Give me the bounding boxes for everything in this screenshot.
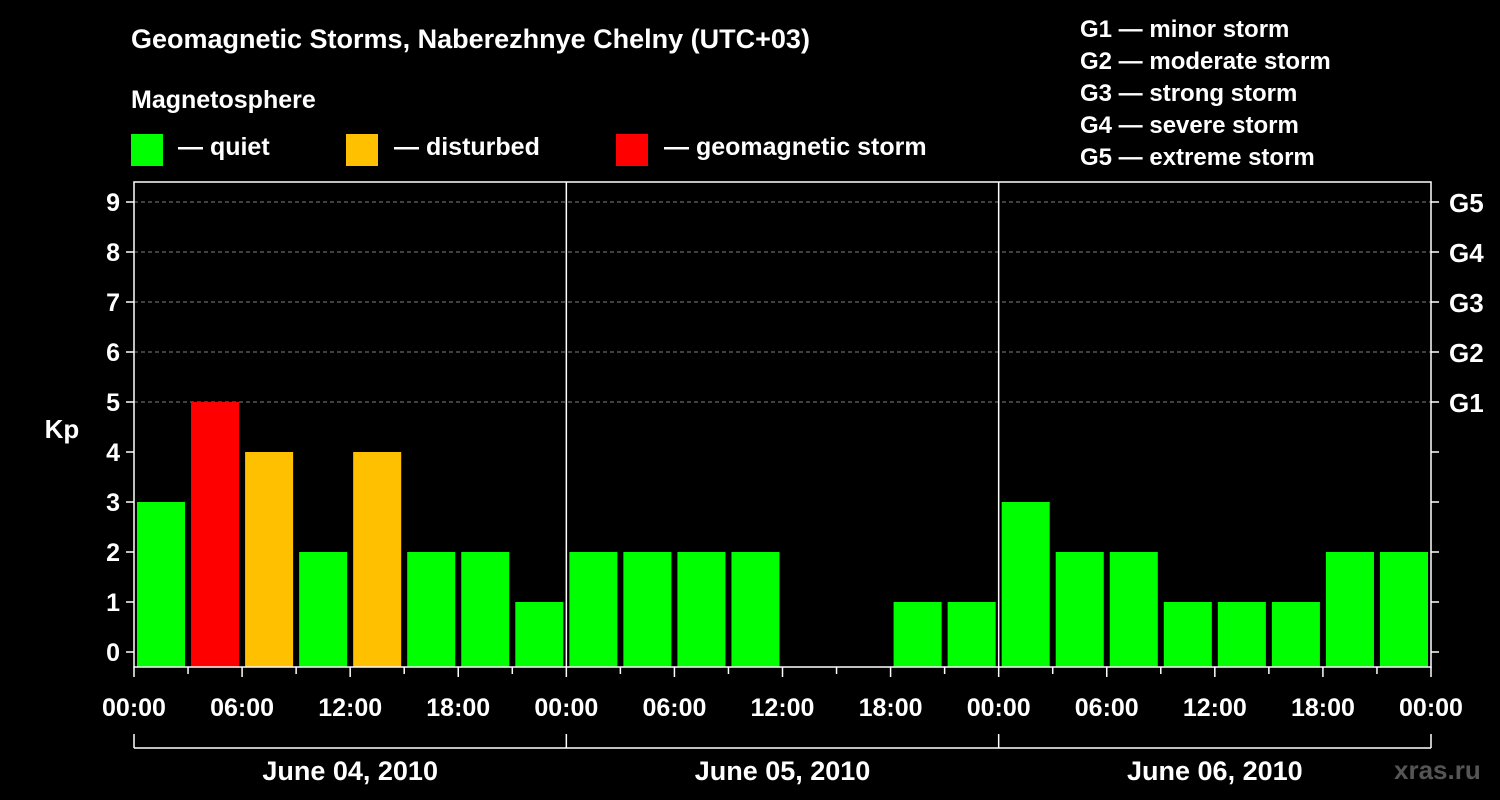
bar <box>353 452 402 667</box>
bar <box>1001 502 1050 667</box>
y-tick-label: 6 <box>106 339 120 367</box>
x-tick-label: 18:00 <box>1291 694 1355 722</box>
g-scale-label: G1 <box>1449 388 1484 418</box>
y-axis-label: Kp <box>45 414 80 444</box>
x-tick-label: 12:00 <box>1183 694 1247 722</box>
bar <box>1271 602 1320 667</box>
y-tick-label: 0 <box>106 639 120 667</box>
legend-heading: Magnetosphere <box>131 86 316 114</box>
y-tick-label: 7 <box>106 289 120 317</box>
bar <box>623 552 672 667</box>
bar <box>1055 552 1104 667</box>
bar <box>1379 552 1428 667</box>
bar <box>1109 552 1158 667</box>
day-label: June 06, 2010 <box>1127 756 1303 786</box>
x-tick-label: 00:00 <box>534 694 598 722</box>
g-scale-label: G4 <box>1449 238 1484 268</box>
legend-label-quiet: — quiet <box>178 133 270 161</box>
bar <box>1163 602 1212 667</box>
g-scale-label: G5 <box>1449 188 1484 218</box>
storm-level-list: G1 — minor storm G2 — moderate storm G3 … <box>1080 14 1331 174</box>
bar <box>515 602 564 667</box>
x-tick-label: 00:00 <box>967 694 1031 722</box>
bar <box>569 552 618 667</box>
y-tick-label: 1 <box>106 589 120 617</box>
day-label: June 05, 2010 <box>695 756 871 786</box>
x-tick-label: 06:00 <box>1075 694 1139 722</box>
bar <box>137 502 186 667</box>
x-tick-label: 12:00 <box>318 694 382 722</box>
bar <box>299 552 348 667</box>
x-tick-label: 18:00 <box>426 694 490 722</box>
g-scale-label: G3 <box>1449 288 1484 318</box>
storm-level-g2: G2 — moderate storm <box>1080 48 1331 75</box>
legend-label-disturbed: — disturbed <box>394 133 540 161</box>
y-tick-label: 3 <box>106 489 120 517</box>
storm-level-g4: G4 — severe storm <box>1080 112 1299 139</box>
x-tick-label: 00:00 <box>1399 694 1463 722</box>
x-tick-label: 18:00 <box>859 694 923 722</box>
y-tick-label: 4 <box>106 439 120 467</box>
legend-swatch-quiet <box>131 134 163 166</box>
storm-level-g1: G1 — minor storm <box>1080 16 1290 43</box>
y-tick-label: 9 <box>106 189 120 217</box>
bar <box>191 402 240 667</box>
g-scale-label: G2 <box>1449 338 1484 368</box>
bar <box>947 602 996 667</box>
storm-level-g3: G3 — strong storm <box>1080 80 1298 107</box>
bar <box>461 552 510 667</box>
legend-label-storm: — geomagnetic storm <box>664 133 927 161</box>
x-tick-label: 12:00 <box>751 694 815 722</box>
y-tick-label: 2 <box>106 539 120 567</box>
watermark: xras.ru <box>1394 755 1481 785</box>
storm-level-g5: G5 — extreme storm <box>1080 144 1315 171</box>
x-tick-label: 06:00 <box>210 694 274 722</box>
bar <box>407 552 456 667</box>
legend-swatch-storm <box>616 134 648 166</box>
bar <box>893 602 942 667</box>
x-tick-label: 06:00 <box>642 694 706 722</box>
chart-title: Geomagnetic Storms, Naberezhnye Chelny (… <box>131 24 810 54</box>
bar <box>677 552 726 667</box>
bar <box>1325 552 1374 667</box>
legend-swatch-disturbed <box>346 134 378 166</box>
day-label: June 04, 2010 <box>262 756 438 786</box>
bar <box>245 452 294 667</box>
x-tick-label: 00:00 <box>102 694 166 722</box>
bar <box>1217 602 1266 667</box>
y-tick-label: 5 <box>106 389 120 417</box>
bar <box>731 552 780 667</box>
y-tick-label: 8 <box>106 239 120 267</box>
